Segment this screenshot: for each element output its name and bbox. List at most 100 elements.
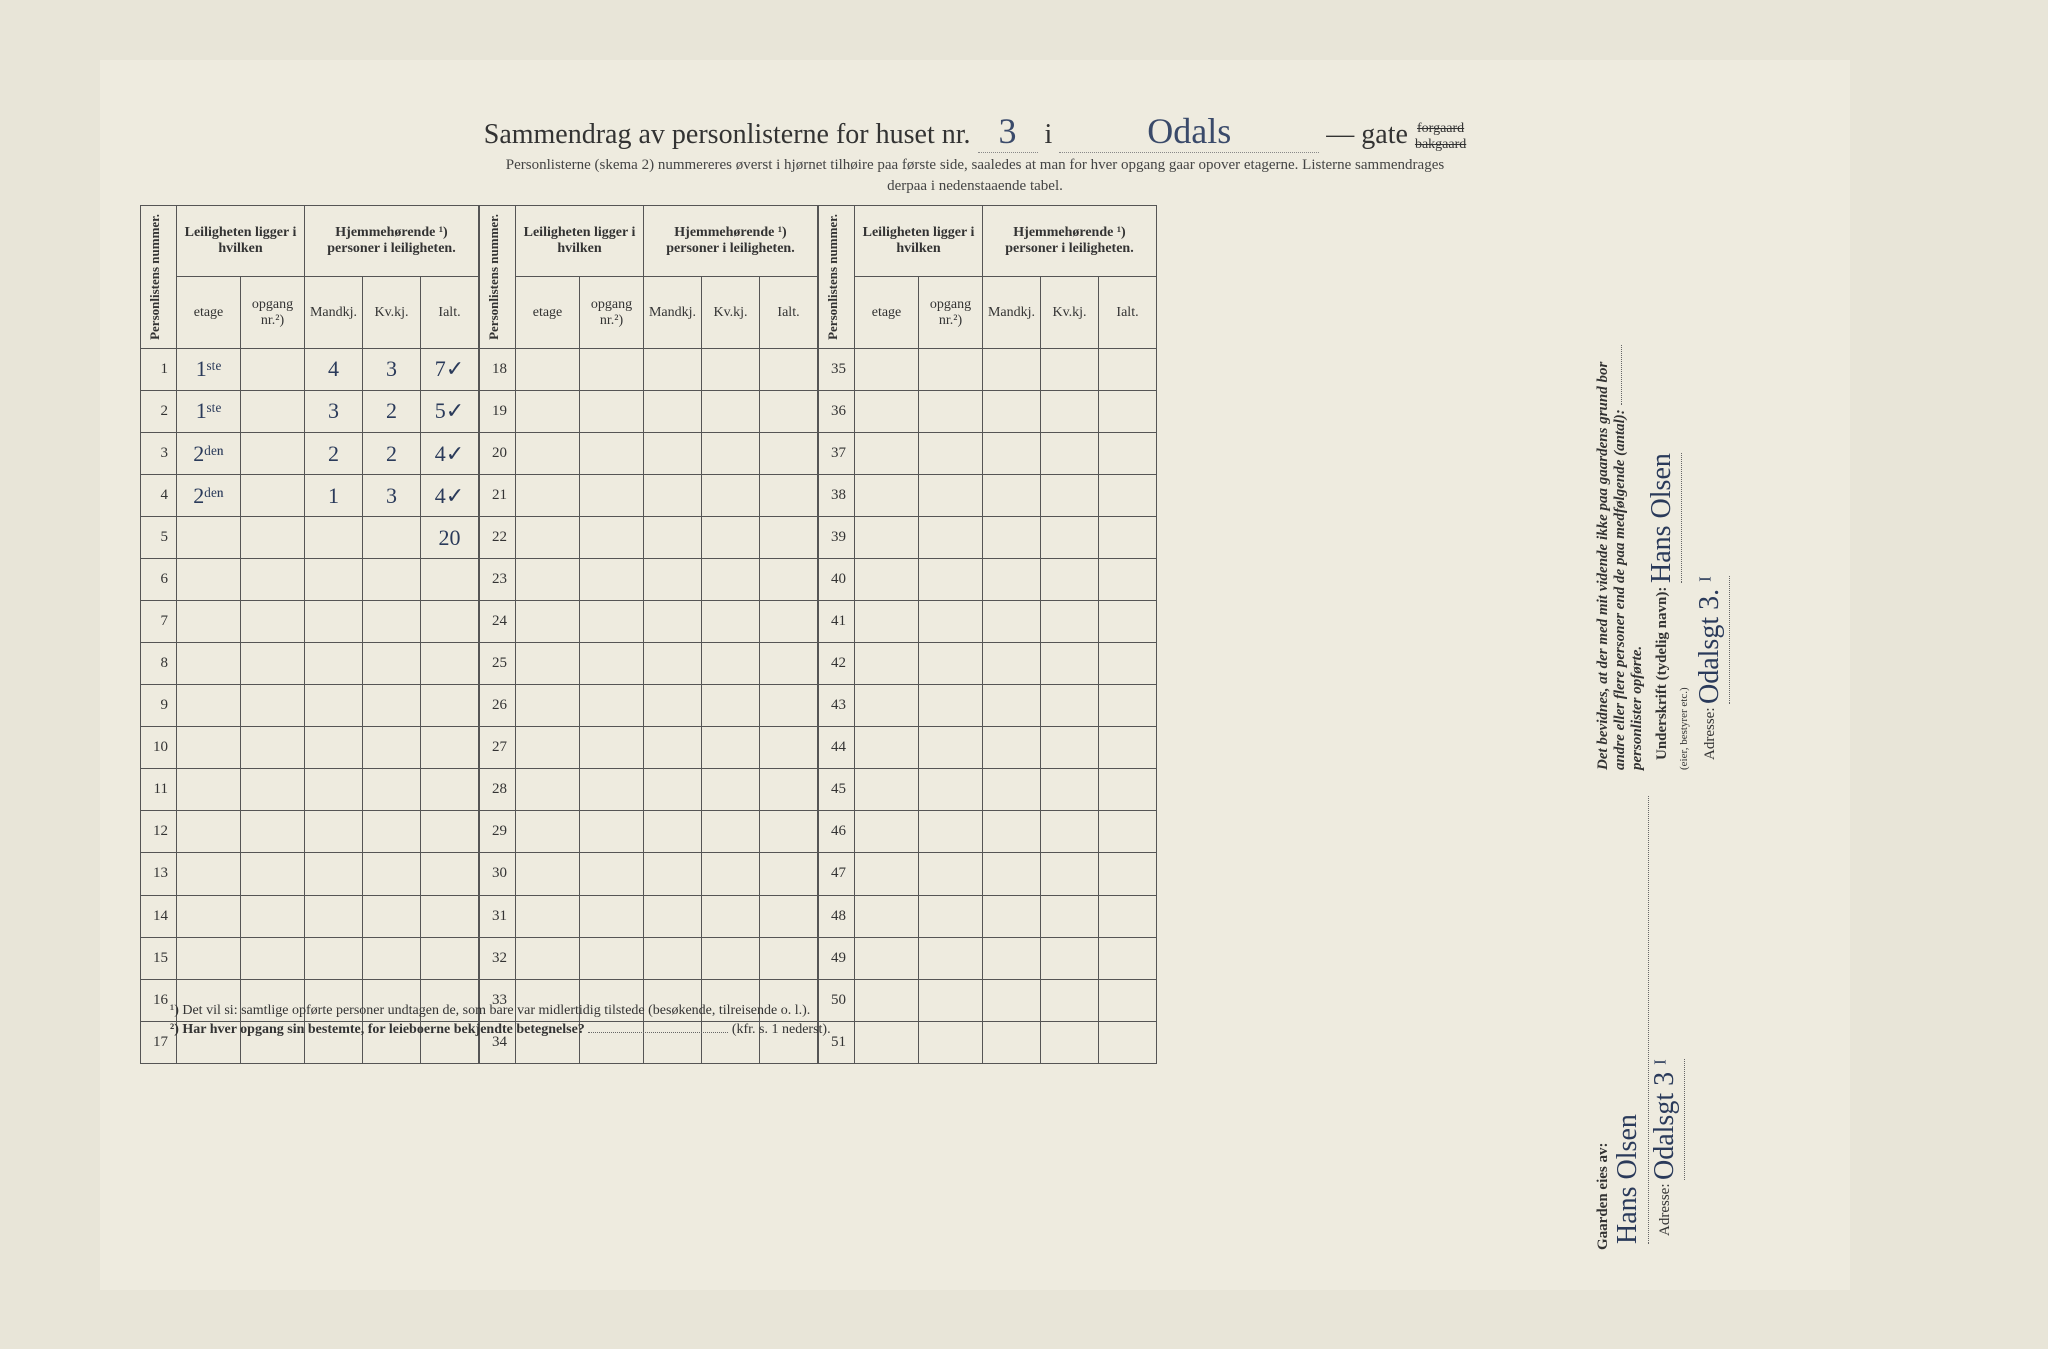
row-number: 4 (141, 475, 177, 517)
cell (644, 433, 702, 475)
cell (363, 559, 421, 601)
cell: 2 (305, 433, 363, 475)
cell (983, 979, 1041, 1021)
cell (919, 769, 983, 811)
cell (580, 559, 644, 601)
sidebar: Gaarden eies av: Hans Olsen Adresse: Oda… (1585, 150, 1805, 1250)
row-number: 1 (141, 348, 177, 390)
table-row: 14 (141, 895, 479, 937)
table-block-1: Personlistens nummer. Leiligheten ligger… (140, 205, 479, 1064)
table-row: 47 (819, 853, 1157, 895)
cell (177, 685, 241, 727)
cell (1099, 1021, 1157, 1063)
cell (241, 475, 305, 517)
cell: 4✓ (421, 433, 479, 475)
table-row: 11ˢᵗᵉ437✓ (141, 348, 479, 390)
table-row: 6 (141, 559, 479, 601)
cell (644, 643, 702, 685)
table-row: 48 (819, 895, 1157, 937)
cell (363, 811, 421, 853)
cell (760, 601, 818, 643)
cell (1099, 811, 1157, 853)
cell (580, 937, 644, 979)
row-number: 11 (141, 769, 177, 811)
cell (919, 517, 983, 559)
cell (580, 433, 644, 475)
cell (983, 1021, 1041, 1063)
cell (580, 769, 644, 811)
cell (760, 853, 818, 895)
cell (702, 559, 760, 601)
title-prefix: Sammendrag av personlisterne for huset n… (484, 119, 971, 150)
decl-3: personlister opførte. (1629, 646, 1645, 770)
col-etage: etage (177, 277, 241, 348)
cell: 7✓ (421, 348, 479, 390)
cell (983, 601, 1041, 643)
cell (580, 475, 644, 517)
cell (421, 811, 479, 853)
cell (919, 390, 983, 432)
owner-name: Hans Olsen (1612, 796, 1649, 1244)
cell (305, 937, 363, 979)
cell: 3 (305, 390, 363, 432)
cell (580, 685, 644, 727)
table-row: 27 (480, 727, 818, 769)
cell (983, 685, 1041, 727)
col-mandkj: Mandkj. (305, 277, 363, 348)
table-row: 31 (480, 895, 818, 937)
cell (241, 769, 305, 811)
street-name: Odals (1059, 110, 1319, 153)
cell (1099, 895, 1157, 937)
cell (177, 937, 241, 979)
cell (241, 559, 305, 601)
table-row: 520 (141, 517, 479, 559)
cell (919, 348, 983, 390)
table-row: 29 (480, 811, 818, 853)
cell (855, 517, 919, 559)
cell (516, 475, 580, 517)
cell (1041, 348, 1099, 390)
cell (702, 517, 760, 559)
cell (644, 601, 702, 643)
addr2-label: Adresse: (1702, 708, 1718, 761)
col-kvkj: Kv.kj. (363, 277, 421, 348)
cell (919, 895, 983, 937)
row-number: 38 (819, 475, 855, 517)
cell (516, 517, 580, 559)
table-row: 42 (819, 643, 1157, 685)
cell (702, 727, 760, 769)
cell (1099, 433, 1157, 475)
cell (644, 853, 702, 895)
cell (855, 348, 919, 390)
table-row: 32ᵈᵉⁿ224✓ (141, 433, 479, 475)
cell (305, 685, 363, 727)
cell (421, 769, 479, 811)
cell (1099, 517, 1157, 559)
cell (1041, 979, 1099, 1021)
table-row: 25 (480, 643, 818, 685)
cell (241, 811, 305, 853)
row-number: 8 (141, 643, 177, 685)
cell (1041, 390, 1099, 432)
cell (1041, 811, 1099, 853)
cell: 2 (363, 390, 421, 432)
table-block-2: Personlistens nummer. Leiligheten ligger… (479, 205, 818, 1064)
cell (1041, 1021, 1099, 1063)
cell (421, 685, 479, 727)
cell (855, 979, 919, 1021)
cell (305, 727, 363, 769)
table-row: 22 (480, 517, 818, 559)
row-number: 45 (819, 769, 855, 811)
cell (983, 769, 1041, 811)
census-form-page: Sammendrag av personlisterne for huset n… (100, 60, 1850, 1290)
declaration-block: Det bevidnes, at der med mit vidende ikk… (1595, 150, 1726, 770)
cell (305, 601, 363, 643)
subtitle-2: derpaa i nedenstaaende tabel. (140, 178, 1810, 195)
cell: 20 (421, 517, 479, 559)
table-row: 10 (141, 727, 479, 769)
cell (855, 559, 919, 601)
cell (702, 811, 760, 853)
cell (760, 433, 818, 475)
table-row: 42ᵈᵉⁿ134✓ (141, 475, 479, 517)
sign-name: Hans Olsen (1646, 453, 1682, 583)
